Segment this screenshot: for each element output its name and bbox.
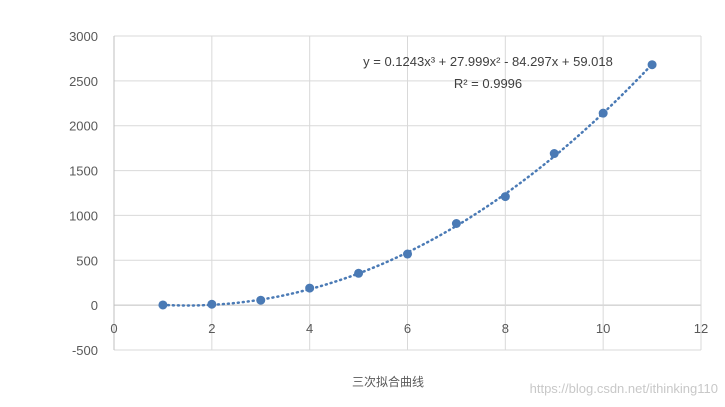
- chart-caption: 三次拟合曲线: [352, 374, 424, 389]
- y-tick-label: 1500: [69, 164, 98, 179]
- y-tick-label: 2000: [69, 119, 98, 134]
- x-tick-label: 10: [596, 321, 610, 336]
- data-point: [598, 108, 608, 118]
- data-point: [207, 299, 217, 309]
- data-point: [403, 249, 412, 259]
- x-tick-label: 2: [208, 321, 215, 336]
- data-point: [256, 295, 266, 305]
- grid-lines: [113, 35, 702, 351]
- data-point: [549, 149, 559, 159]
- y-tick-label: 3000: [69, 29, 98, 44]
- y-tick-label: 2500: [69, 74, 98, 89]
- x-tick-label: 6: [404, 321, 411, 336]
- data-point: [305, 283, 315, 293]
- data-point: [500, 192, 510, 202]
- x-tick-label: 0: [110, 321, 117, 336]
- r-squared-label: R² = 0.9996: [454, 76, 522, 91]
- data-point: [158, 300, 168, 310]
- x-tick-label: 4: [306, 321, 313, 336]
- y-tick-label: 500: [76, 253, 98, 268]
- y-tick-label: -500: [72, 343, 98, 358]
- data-point: [354, 268, 364, 278]
- watermark-text: https://blog.csdn.net/ithinking110: [530, 381, 718, 396]
- data-points: [158, 60, 657, 310]
- x-tick-label: 8: [502, 321, 509, 336]
- y-tick-label: 0: [91, 298, 98, 313]
- trendline-equation: y = 0.1243x³ + 27.999x² - 84.297x + 59.0…: [363, 54, 613, 69]
- x-tick-label: 12: [694, 321, 708, 336]
- y-tick-label: 1000: [69, 208, 98, 223]
- data-point: [451, 219, 461, 229]
- data-point: [647, 60, 657, 70]
- trendline: [161, 63, 654, 307]
- tick-labels: -500 0 500 1000 1500 2000 2500 3000 0 2 4 6 8 10 12: [69, 29, 708, 358]
